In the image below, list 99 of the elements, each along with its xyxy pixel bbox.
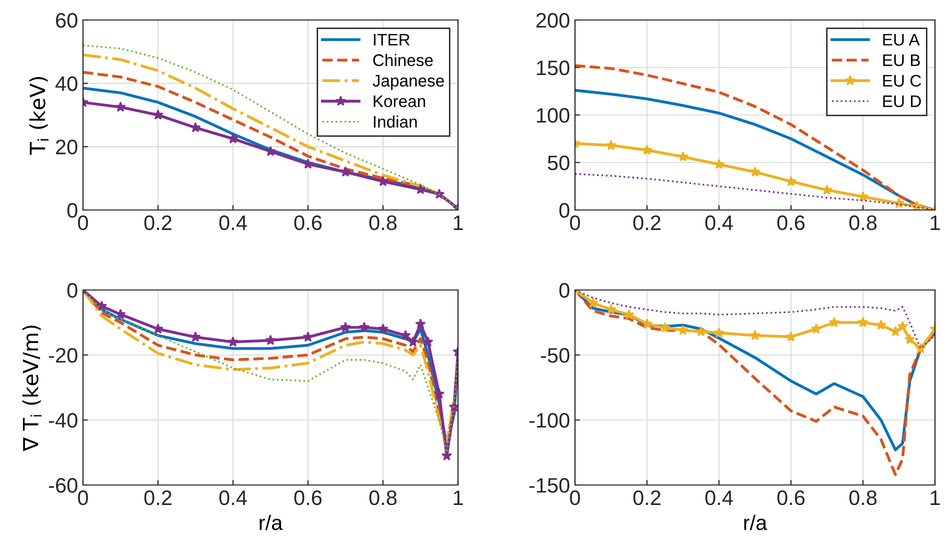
x-tick-label: 1 (454, 490, 463, 505)
point (302, 158, 314, 169)
legend-label: Chinese (373, 54, 433, 66)
legend-label: EU B (883, 54, 920, 66)
x-axis-title: r/a (744, 514, 768, 530)
point (606, 140, 616, 150)
legend-label: Korean (374, 96, 426, 108)
point (378, 176, 388, 186)
legend-label: Japanese (372, 75, 444, 90)
point (642, 318, 652, 328)
y-tick-label: 100 (536, 108, 570, 123)
y-axis-title: T$_{i}$ (keV) (29, 77, 48, 155)
y-tick-label: 0 (559, 203, 570, 218)
point (358, 322, 370, 332)
point (340, 322, 351, 332)
legend-label: EU D (883, 96, 921, 108)
legend-label: ITER (374, 34, 410, 46)
point (678, 151, 688, 162)
point (696, 326, 706, 336)
y-tick-label: -150 (529, 478, 570, 493)
x-tick-label: 0.2 (144, 215, 172, 230)
y-tick-label: 50 (548, 156, 570, 170)
point (750, 330, 760, 340)
point (340, 166, 351, 177)
y-tick-label: 200 (536, 13, 570, 28)
point (228, 336, 238, 347)
point (588, 297, 598, 308)
x-tick-label: 0 (78, 215, 88, 230)
y-tick-label: -50 (540, 348, 570, 363)
point (660, 322, 670, 332)
x-tick-label: 0.4 (705, 215, 733, 230)
point (190, 122, 201, 132)
x-tick-label: 0.8 (369, 490, 397, 506)
y-tick-label: 20 (56, 140, 78, 154)
point (190, 332, 201, 342)
point (152, 323, 164, 334)
point (876, 320, 886, 330)
x-tick-label: 0.2 (633, 215, 660, 230)
point (152, 109, 164, 120)
y-tick-label: 0 (67, 283, 78, 298)
point (422, 336, 434, 347)
y-tick-label: 60 (56, 13, 78, 28)
x-tick-label: 1 (454, 216, 463, 230)
x-tick-label: 0.2 (144, 490, 172, 506)
y-axis-title: ∇ T$_{i}$ (keV/m) (22, 326, 42, 452)
point (606, 304, 616, 314)
point (96, 300, 108, 311)
point (434, 388, 445, 399)
y-tick-label: 0 (67, 203, 78, 218)
point (750, 166, 760, 177)
point (894, 198, 904, 208)
x-tick-label: 0.2 (633, 490, 660, 506)
x-tick-label: 0 (78, 490, 88, 506)
x-axis-title: r/a (260, 514, 283, 530)
point (302, 332, 314, 342)
point (714, 327, 724, 338)
point (408, 336, 418, 347)
x-tick-label: 0.4 (219, 490, 247, 506)
legend-label: EU A (883, 34, 920, 46)
point (810, 323, 822, 334)
x-tick-label: 0.6 (777, 490, 805, 506)
point (822, 184, 832, 195)
x-tick-label: 0.6 (294, 490, 322, 506)
point (265, 334, 276, 346)
point (897, 320, 908, 332)
x-tick-label: 0.6 (294, 215, 322, 230)
x-tick-label: 0.6 (777, 215, 805, 230)
x-tick-label: 0.4 (219, 215, 247, 230)
point (890, 326, 901, 336)
x-tick-label: 0.4 (705, 490, 733, 506)
x-tick-label: 0 (570, 490, 580, 506)
x-tick-label: 0.8 (369, 215, 397, 230)
point (415, 184, 426, 194)
point (904, 334, 916, 344)
y-tick-label: -40 (48, 413, 78, 428)
point (786, 176, 796, 186)
y-tick-label: 150 (536, 60, 570, 76)
y-tick-label: 0 (559, 283, 570, 298)
point (678, 324, 688, 335)
y-tick-label: 40 (55, 76, 78, 92)
y-tick-label: -100 (529, 413, 570, 428)
y-tick-label: -60 (48, 478, 78, 493)
point (858, 316, 868, 328)
point (115, 308, 126, 320)
x-tick-label: 0 (570, 215, 580, 230)
point (115, 102, 126, 112)
x-tick-label: 1 (930, 216, 940, 230)
x-tick-label: 0.8 (849, 490, 877, 506)
point (858, 191, 868, 202)
legend-label: EU C (883, 74, 922, 87)
y-tick-label: -20 (48, 348, 78, 363)
x-tick-label: 1 (930, 490, 940, 505)
point (378, 323, 388, 334)
point (642, 144, 652, 155)
point (828, 316, 840, 328)
legend-label: Indian (374, 115, 417, 128)
x-tick-label: 0.8 (849, 215, 877, 230)
point (714, 158, 724, 170)
point (415, 318, 426, 329)
